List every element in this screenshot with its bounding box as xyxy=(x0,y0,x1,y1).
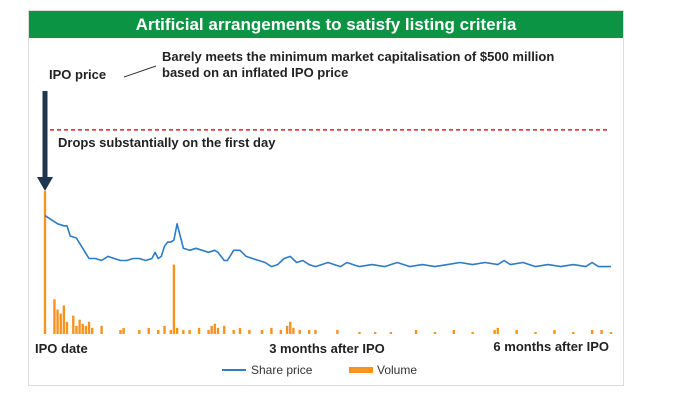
volume-bar xyxy=(213,323,216,334)
volume-bar xyxy=(238,327,242,334)
volume-bar xyxy=(232,329,235,334)
volume-bar xyxy=(62,305,66,334)
volume-bar xyxy=(81,323,84,334)
legend-share-price-label: Share price xyxy=(251,363,313,377)
x-tick-3-months: 3 months after IPO xyxy=(269,341,385,356)
volume-bar xyxy=(452,329,455,334)
volume-bar xyxy=(216,327,220,334)
volume-bar xyxy=(358,331,361,334)
volume-bar xyxy=(248,329,251,334)
volume-bar xyxy=(172,264,176,334)
volume-bar xyxy=(515,329,518,334)
volume-bar xyxy=(119,329,122,334)
x-tick-ipo-date: IPO date xyxy=(35,341,88,356)
volume-bar xyxy=(600,329,603,334)
volume-bar xyxy=(175,327,179,334)
ipo-price-label: IPO price xyxy=(49,67,106,82)
volume-bar xyxy=(270,327,273,334)
volume-bar xyxy=(72,315,75,334)
chart-frame: Artificial arrangements to satisfy listi… xyxy=(28,10,624,386)
volume-bar xyxy=(53,299,56,334)
volume-bar xyxy=(188,329,191,334)
volume-bar xyxy=(182,329,185,334)
volume-bar xyxy=(260,329,264,334)
volume-bar xyxy=(292,327,295,334)
volume-bar xyxy=(147,327,150,334)
volume-bar xyxy=(122,327,125,334)
volume-bar xyxy=(210,325,213,334)
volume-bar xyxy=(78,319,81,334)
volume-bar xyxy=(298,329,301,334)
legend: Share price Volume xyxy=(222,363,417,377)
volume-bar xyxy=(534,331,537,334)
volume-bar xyxy=(496,327,499,334)
x-tick-6-months: 6 months after IPO xyxy=(493,339,609,354)
volume-bar xyxy=(471,331,474,334)
volume-bar xyxy=(590,329,594,334)
annotation-line-1: Barely meets the minimum market capitali… xyxy=(162,49,554,64)
chart-title: Artificial arrangements to satisfy listi… xyxy=(29,11,623,38)
volume-bar xyxy=(609,331,613,334)
drop-annotation: Drops substantially on the first day xyxy=(58,135,276,150)
annotation-leader xyxy=(123,65,157,78)
volume-bar xyxy=(389,331,393,334)
volume-bar xyxy=(87,321,91,334)
volume-bar xyxy=(553,329,556,334)
volume-bar xyxy=(163,325,166,334)
volume-bar xyxy=(433,331,437,334)
volume-bar xyxy=(157,329,160,334)
volume-bar xyxy=(75,325,78,334)
volume-bar xyxy=(279,329,283,334)
volume-bar xyxy=(90,327,94,334)
volume-bar xyxy=(43,191,47,334)
volume-bar xyxy=(100,325,103,334)
annotation-line-2: based on an inflated IPO price xyxy=(162,65,348,80)
volume-bar xyxy=(307,329,311,334)
volume-bar xyxy=(414,329,418,334)
volume-bar xyxy=(572,331,575,334)
volume-bar xyxy=(207,329,210,334)
legend-volume-swatch xyxy=(349,367,373,373)
volume-bar xyxy=(197,327,201,334)
share-price-line xyxy=(44,214,611,268)
volume-bar xyxy=(138,329,141,334)
chart-canvas: IPO price Barely meets the minimum marke… xyxy=(35,49,613,377)
volume-bar xyxy=(223,325,226,334)
volume-bar xyxy=(289,321,292,334)
volume-bar xyxy=(56,309,59,334)
volume-bar xyxy=(493,329,496,334)
volume-bar xyxy=(59,313,62,334)
volume-bar xyxy=(373,331,377,334)
volume-bar xyxy=(169,329,172,334)
volume-bar xyxy=(285,325,289,334)
drop-arrow-head xyxy=(37,177,53,191)
volume-bar xyxy=(314,329,317,334)
volume-bar xyxy=(84,325,88,334)
volume-bars xyxy=(43,191,613,334)
volume-bar xyxy=(336,329,339,334)
legend-volume-label: Volume xyxy=(377,363,417,377)
volume-bar xyxy=(65,321,69,334)
